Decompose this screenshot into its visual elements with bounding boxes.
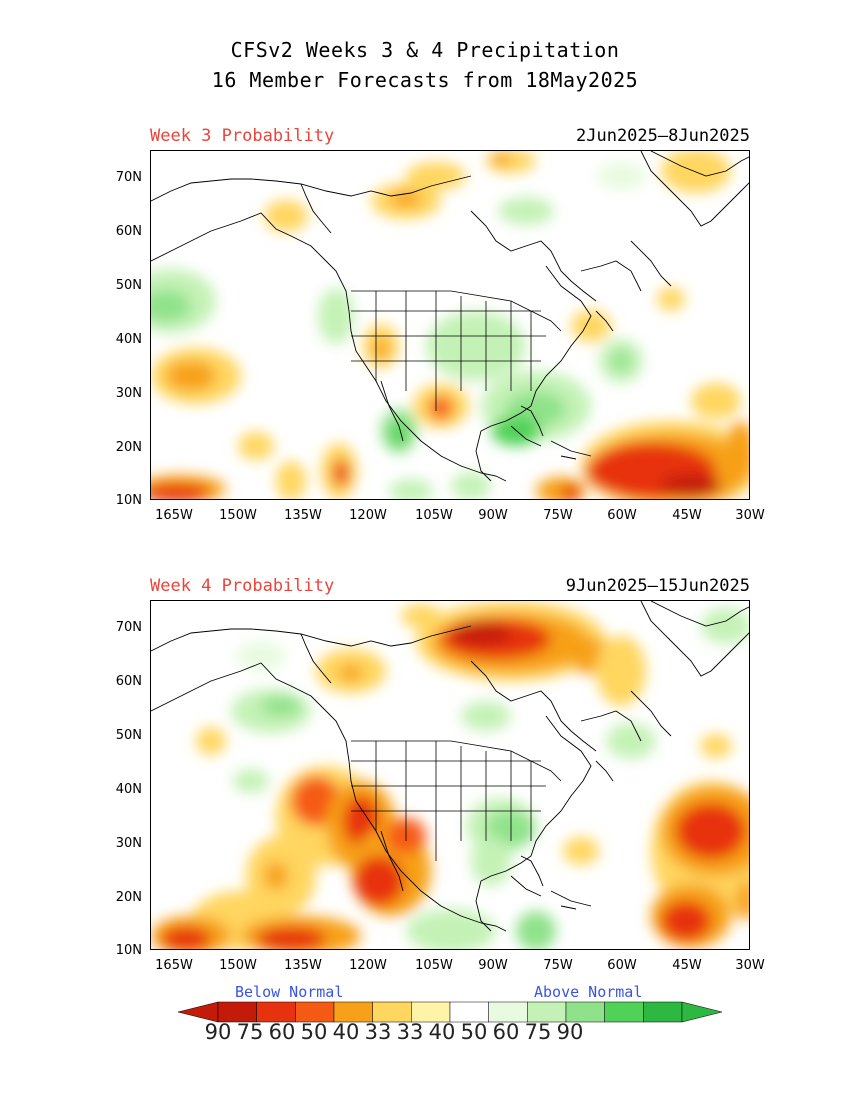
colorbar-number: 33: [364, 1020, 392, 1044]
lon-tick: 165W: [155, 958, 193, 973]
colorbar-cell: [295, 1001, 335, 1023]
colorbar-cell: [449, 1001, 489, 1023]
lon-tick: 60W: [607, 508, 637, 523]
colorbar-cell: [372, 1001, 412, 1023]
lon-tick: 120W: [349, 958, 387, 973]
colorbar-cell: [565, 1001, 605, 1023]
week4-label: Week 4 Probability: [150, 576, 335, 596]
week3-map: [150, 150, 750, 500]
week4-map: [150, 600, 750, 950]
colorbar-cell: [411, 1001, 451, 1023]
lon-tick: 45W: [672, 958, 702, 973]
lon-tick: 105W: [415, 958, 453, 973]
lat-tick: 60N: [115, 224, 142, 239]
lat-tick: 30N: [115, 836, 142, 851]
lat-tick: 30N: [115, 386, 142, 401]
lon-tick: 165W: [155, 508, 193, 523]
colorbar: [177, 1001, 723, 1023]
colorbar-left-arrow: [177, 1001, 219, 1023]
lat-tick: 20N: [115, 440, 142, 455]
lon-tick: 135W: [284, 508, 322, 523]
colorbar-number: 40: [332, 1020, 360, 1044]
lon-tick: 75W: [543, 958, 573, 973]
lat-tick: 70N: [115, 170, 142, 185]
lat-tick: 50N: [115, 728, 142, 743]
lat-tick: 50N: [115, 278, 142, 293]
week3-label: Week 3 Probability: [150, 126, 335, 146]
lon-tick: 135W: [284, 958, 322, 973]
lat-tick: 10N: [115, 943, 142, 958]
colorbar-cell: [217, 1001, 257, 1023]
lat-tick: 40N: [115, 332, 142, 347]
colorbar-cell: [256, 1001, 296, 1023]
week4-dates: 9Jun2025—15Jun2025: [565, 576, 750, 596]
lat-tick: 70N: [115, 620, 142, 635]
lon-tick: 30W: [735, 958, 765, 973]
colorbar-right-arrow: [681, 1001, 723, 1023]
colorbar-number: 33: [396, 1020, 424, 1044]
lat-tick: 40N: [115, 782, 142, 797]
colorbar-number: 50: [460, 1020, 488, 1044]
title-line-2: 16 Member Forecasts from 18May2025: [211, 68, 639, 92]
colorbar-number: 60: [492, 1020, 520, 1044]
lon-tick: 105W: [415, 508, 453, 523]
colorbar-number: 60: [268, 1020, 296, 1044]
colorbar-cell: [604, 1001, 644, 1023]
colorbar-number: 75: [524, 1020, 552, 1044]
above-normal-label: Above Normal: [534, 983, 643, 1001]
colorbar-number: 40: [428, 1020, 456, 1044]
lon-tick: 45W: [672, 508, 702, 523]
lon-tick: 150W: [219, 508, 257, 523]
lon-tick: 75W: [543, 508, 573, 523]
lon-tick: 60W: [607, 958, 637, 973]
colorbar-cell: [333, 1001, 373, 1023]
title-line-1: CFSv2 Weeks 3 & 4 Precipitation: [230, 38, 620, 62]
lon-tick: 90W: [478, 958, 508, 973]
colorbar-cell: [527, 1001, 567, 1023]
colorbar-cell: [643, 1001, 683, 1023]
lat-tick: 10N: [115, 493, 142, 508]
colorbar-cell: [488, 1001, 528, 1023]
week3-dates: 2Jun2025—8Jun2025: [576, 126, 750, 146]
lat-tick: 20N: [115, 890, 142, 905]
lon-tick: 90W: [478, 508, 508, 523]
colorbar-number: 50: [300, 1020, 328, 1044]
colorbar-number: 90: [204, 1020, 232, 1044]
colorbar-number: 90: [556, 1020, 584, 1044]
lon-tick: 30W: [735, 508, 765, 523]
lon-tick: 120W: [349, 508, 387, 523]
lat-tick: 60N: [115, 674, 142, 689]
colorbar-number: 75: [236, 1020, 264, 1044]
below-normal-label: Below Normal: [235, 983, 344, 1001]
lon-tick: 150W: [219, 958, 257, 973]
